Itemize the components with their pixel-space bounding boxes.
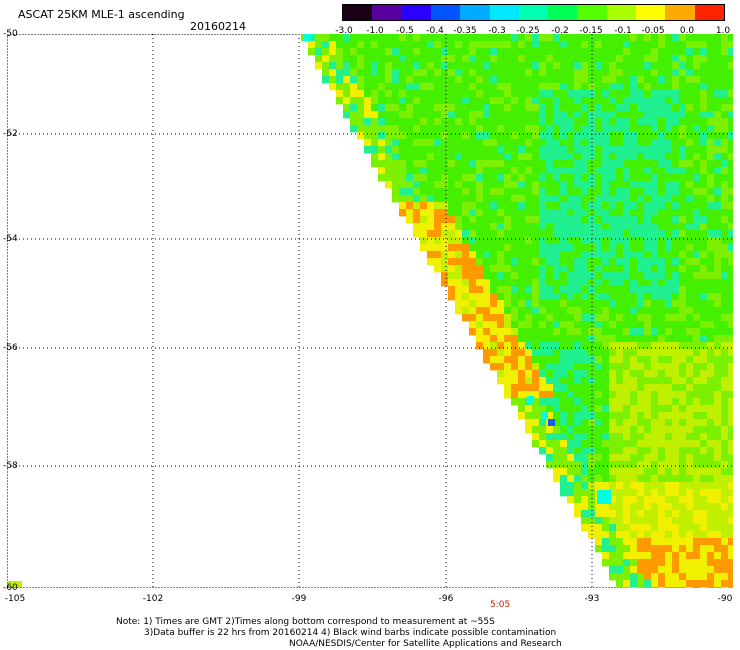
latitude-label: -50 (3, 29, 18, 39)
colorbar-segment (460, 5, 491, 20)
colorbar-segment (606, 5, 637, 20)
colorbar-segment (548, 5, 578, 20)
colorbar-segment (518, 5, 549, 20)
colorbar-label: -1.0 (366, 26, 384, 36)
longitude-label: -105 (4, 594, 26, 604)
colorbar-segment (401, 5, 432, 20)
colorbar-segment (577, 5, 608, 20)
colorbar-labels: -3.0 -1.0 -0.5 -0.4 -0.35 -0.3 -0.25 -0.2 -0.15 -… (332, 26, 732, 38)
map-title: ASCAT 25KM MLE-1 ascending (18, 8, 185, 21)
latitude-label: -56 (3, 343, 18, 353)
time-label: 5:05 (490, 600, 511, 610)
longitude-label: -90 (717, 594, 733, 604)
latitude-label: -54 (3, 234, 18, 244)
latitude-label: -58 (3, 461, 18, 471)
map-panel (7, 34, 733, 588)
map-date: 20160214 (190, 20, 246, 33)
colorbar-segment (430, 5, 461, 20)
colorbar (342, 4, 725, 21)
colorbar-label: -3.0 (335, 26, 353, 36)
colorbar-label: -0.15 (579, 26, 603, 36)
colorbar-segment (665, 5, 696, 20)
colorbar-label: -0.5 (396, 26, 414, 36)
latitude-label: -60 (3, 583, 18, 593)
colorbar-segment (372, 5, 403, 20)
latitude-label: -52 (3, 129, 18, 139)
swath-map (7, 34, 733, 588)
note-line-2: 3)Data buffer is 22 hrs from 20160214 4)… (144, 628, 557, 638)
colorbar-label: -0.2 (551, 26, 569, 36)
colorbar-label: -0.4 (426, 26, 444, 36)
longitude-label: -102 (142, 594, 164, 604)
colorbar-label: -0.25 (516, 26, 540, 36)
colorbar-label: -0.1 (614, 26, 632, 36)
longitude-label: -96 (438, 594, 454, 604)
colorbar-segment (636, 5, 666, 20)
colorbar-label: -0.05 (641, 26, 665, 36)
colorbar-label: 0.0 (679, 26, 695, 36)
colorbar-label: -0.35 (453, 26, 477, 36)
note-line-1: Note: 1) Times are GMT 2)Times along bot… (116, 617, 495, 627)
note-line-3: NOAA/NESDIS/Center for Satellite Applica… (289, 639, 562, 649)
colorbar-label: 1.0 (715, 26, 731, 36)
colorbar-segment (343, 5, 373, 20)
colorbar-segment (694, 5, 725, 20)
longitude-label: -99 (291, 594, 307, 604)
colorbar-segment (489, 5, 520, 20)
colorbar-label: -0.3 (488, 26, 506, 36)
longitude-label: -93 (584, 594, 600, 604)
